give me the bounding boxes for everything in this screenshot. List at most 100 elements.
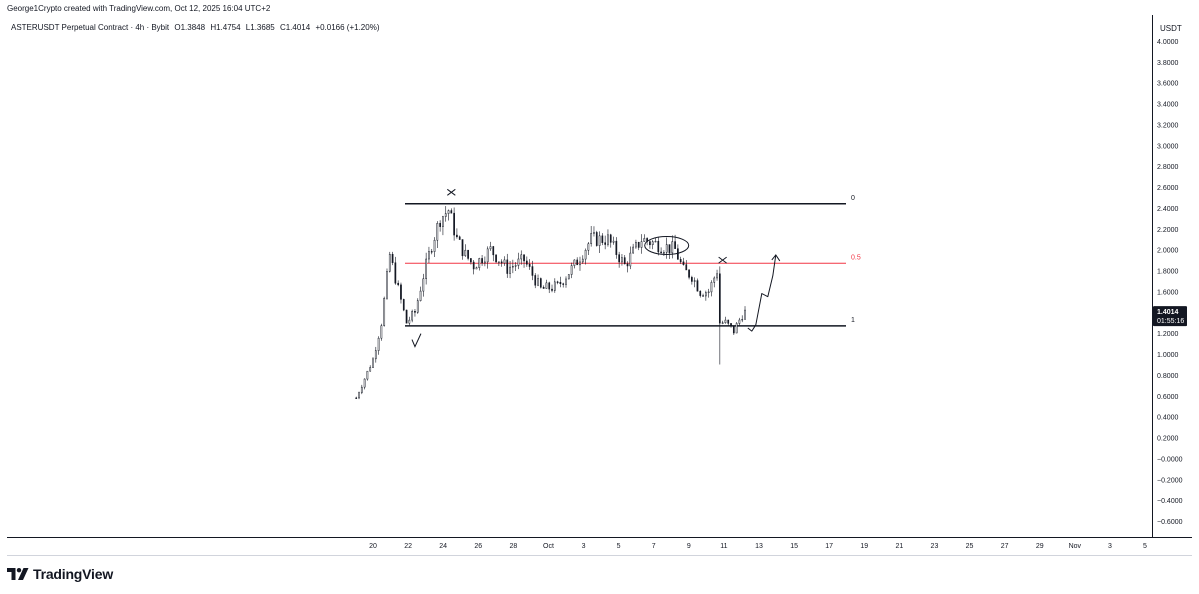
candle-up: [464, 249, 467, 257]
candle-down: [430, 251, 433, 253]
check-mark-annotation: [411, 333, 422, 348]
candle-down: [551, 288, 553, 291]
symbol-name[interactable]: ASTERUSDT Perpetual Contract · 4h · Bybi…: [11, 23, 170, 32]
candle-up: [629, 252, 632, 267]
candle-up: [590, 233, 593, 244]
candle-up: [570, 265, 573, 275]
candle-up: [386, 271, 388, 299]
candle-down: [699, 290, 702, 296]
candle-down: [531, 266, 534, 276]
candle-up: [484, 261, 486, 264]
candle-up: [593, 232, 595, 234]
candle-down: [649, 241, 651, 246]
fibonacci-retracement[interactable]: 00.51: [405, 195, 861, 327]
price-axis-labels[interactable]: 4.0000 3.8000 3.6000 3.4000 3.2000 3.0000 2.80…: [1157, 39, 1183, 526]
candle-up: [710, 282, 713, 293]
candle-down: [453, 212, 455, 236]
candle-down: [576, 259, 579, 266]
oval-annotation: [644, 236, 690, 256]
candle-down: [618, 254, 620, 263]
price-tick-label: 0.6000: [1157, 394, 1179, 401]
candle-up: [416, 300, 419, 313]
candle-up: [721, 322, 724, 324]
price-tick-label: 3.2000: [1157, 122, 1179, 129]
candle-down: [439, 222, 441, 227]
price-tick-label: 2.2000: [1157, 227, 1179, 234]
candle-down: [668, 244, 671, 254]
candle-up: [444, 213, 447, 217]
candle-up: [744, 309, 746, 320]
candle-down: [730, 323, 732, 327]
time-tick-label: 11: [720, 543, 727, 550]
candle-down: [472, 261, 475, 270]
candle-down: [450, 210, 453, 214]
time-tick-label: 20: [369, 543, 377, 550]
candle-up: [478, 258, 481, 268]
candle-down: [691, 277, 693, 282]
price-tick-label: 3.0000: [1157, 143, 1179, 150]
price-tick-label: 1.8000: [1157, 269, 1179, 276]
candle-up: [640, 241, 643, 248]
candle-down: [562, 283, 565, 285]
bar-countdown: 01:55:16: [1157, 318, 1184, 325]
candle-down: [456, 234, 458, 238]
tradingview-logo[interactable]: TradingView: [7, 566, 113, 582]
candle-down: [559, 281, 562, 285]
x-mark-annotation: [718, 256, 727, 264]
candle-up: [587, 243, 590, 251]
candle-up: [447, 210, 450, 214]
candle-down: [481, 258, 483, 264]
candle-down: [623, 257, 626, 265]
candle-up: [612, 240, 615, 243]
candle-up: [663, 252, 665, 254]
candle-up: [512, 266, 514, 268]
candle-up: [724, 319, 727, 324]
price-tick-label: 3.6000: [1157, 81, 1179, 88]
candle-up: [581, 258, 584, 263]
fib-level-label: 0.5: [851, 254, 861, 261]
ohlc-open: O1.3848: [174, 23, 206, 32]
price-tick-label: 2.6000: [1157, 185, 1179, 192]
price-tick-label: −0.0000: [1157, 456, 1183, 463]
candle-up: [707, 291, 710, 293]
candle-up: [425, 258, 427, 279]
time-tick-label: 19: [860, 543, 868, 550]
price-tick-label: −0.4000: [1157, 498, 1183, 505]
candle-up: [517, 258, 520, 266]
last-price-value: 1.4014: [1157, 309, 1179, 316]
time-tick-label: 27: [1001, 543, 1009, 550]
currency-label[interactable]: USDT: [1160, 24, 1182, 33]
time-tick-label: 22: [404, 543, 412, 550]
ohlc-low: L1.3685: [245, 23, 275, 32]
candle-down: [626, 263, 629, 267]
price-tick-label: 3.4000: [1157, 102, 1179, 109]
candle-down: [595, 232, 598, 246]
time-tick-label: 15: [790, 543, 798, 550]
candle-up: [369, 367, 372, 372]
last-price-tag: 1.4014 01:55:16: [1153, 306, 1187, 327]
price-tick-label: 1.6000: [1157, 289, 1179, 296]
candle-up: [573, 259, 576, 266]
candle-down: [702, 295, 704, 297]
candle-up: [372, 358, 374, 368]
candle-down: [688, 269, 690, 278]
candle-up: [665, 244, 668, 253]
symbol-legend[interactable]: ASTERUSDT Perpetual Contract · 4h · Bybi…: [11, 23, 382, 32]
candle-up: [735, 323, 738, 334]
candle-down: [461, 239, 464, 257]
time-axis-labels[interactable]: 20 22 24 26 28 Oct 3 5 7 9 11 13 15 17 19 21 23 25 27 29 Nov…: [369, 543, 1147, 550]
candle-up: [442, 216, 444, 227]
x-mark-annotation: [447, 188, 456, 196]
candle-up: [428, 251, 430, 260]
candle-down: [615, 240, 618, 255]
ohlc-high: H1.4754: [210, 23, 241, 32]
candle-up: [503, 259, 506, 264]
candle-down: [405, 309, 408, 324]
price-tick-label: 3.8000: [1157, 60, 1179, 67]
candle-down: [609, 234, 612, 243]
candle-up: [388, 253, 391, 272]
time-tick-label: 5: [1143, 543, 1147, 550]
candle-up: [741, 319, 744, 321]
time-tick-label: 5: [617, 543, 621, 550]
